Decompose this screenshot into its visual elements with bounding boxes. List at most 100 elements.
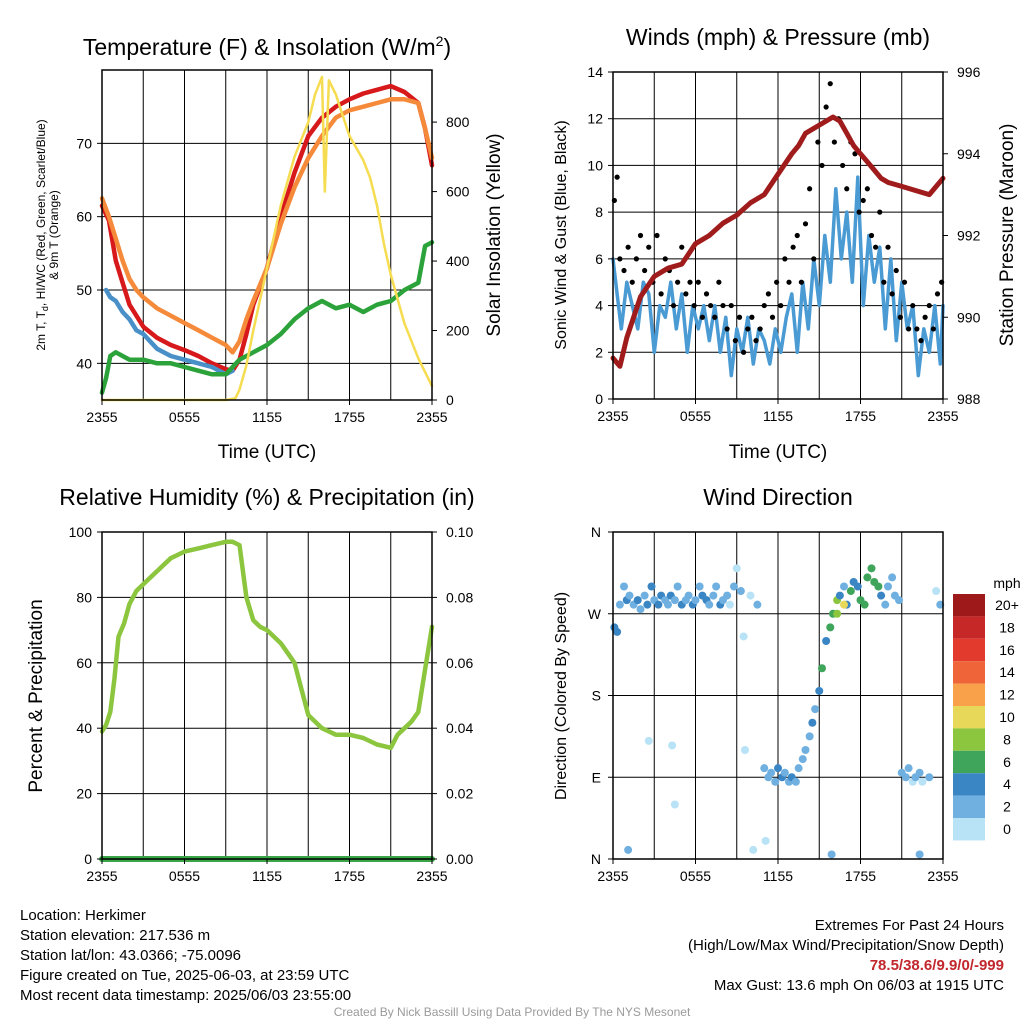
winds-y-ticks: 0 2 4 6 8 10 12 14 (587, 64, 613, 407)
y2-tick-label: 988 (957, 391, 981, 407)
x-tick-label: 2355 (416, 868, 447, 884)
direction-point (624, 845, 633, 854)
station-pressure-line (610, 114, 946, 369)
direction-point (767, 768, 776, 777)
gust-point (827, 81, 833, 87)
temperature-series (99, 75, 435, 402)
gust-point (712, 314, 718, 320)
direction-point (915, 768, 924, 777)
x-tick-label: 1755 (334, 868, 365, 884)
gust-point (823, 104, 829, 110)
direction-point (881, 600, 890, 609)
gust-point (893, 267, 899, 274)
humidity-y-ticks: 0 20 40 60 80 100 (69, 524, 102, 867)
humidity-x-ticks: 2355 0555 1155 1755 2355 (86, 859, 448, 884)
colorbar-label: 8 (1003, 731, 1011, 747)
temperature-ylabel-rest: , HI/WC (Red, Green, Scarlet/Blue) (34, 119, 48, 306)
y-tick-label: N (591, 851, 601, 867)
direction-point (668, 741, 677, 750)
x-tick-label: 2355 (927, 408, 958, 424)
y-tick-label: 14 (587, 64, 603, 80)
direction-point (725, 600, 734, 609)
direction-point (791, 777, 800, 786)
gust-point (699, 314, 705, 320)
gust-point (782, 256, 788, 262)
gust-point (633, 256, 639, 262)
figure-created: Figure created on Tue, 2025-06-03, at 23… (20, 967, 350, 984)
gust-point (658, 291, 664, 297)
gust-point (646, 244, 652, 250)
direction-point (860, 600, 869, 609)
y2-tick-label: 994 (957, 146, 981, 162)
gust-point (868, 232, 875, 239)
colorbar-label: 16 (999, 642, 1015, 658)
gust-point (679, 244, 685, 250)
direction-point (723, 591, 732, 600)
direction-point (705, 600, 714, 609)
x-tick-label: 2355 (927, 868, 958, 884)
gust-point (877, 209, 883, 215)
gust-point (930, 326, 936, 332)
y-tick-label: W (588, 606, 602, 622)
dewpoint-line (103, 287, 235, 377)
y-tick-label: N (591, 524, 601, 540)
gust-point (654, 232, 660, 239)
direction-point (709, 591, 718, 600)
direction-point (818, 664, 826, 673)
station-info: Location: Herkimer Station elevation: 21… (20, 906, 351, 1006)
temperature-ylabel-start: 2m T, T (34, 310, 48, 350)
direction-point (640, 591, 649, 600)
winds-xlabel: Time (UTC) (729, 442, 828, 463)
x-tick-label: 2355 (597, 408, 628, 424)
gust-point (778, 302, 784, 309)
y2-tick-label: 0.04 (446, 720, 473, 736)
direction-point (670, 596, 679, 605)
direction-point (794, 764, 803, 773)
gust-point (621, 267, 627, 274)
humidity-y2-ticks: 0.00 0.02 0.04 0.06 0.08 0.10 (432, 524, 473, 867)
x-tick-label: 2355 (86, 409, 117, 425)
colorbar-label: 12 (999, 687, 1015, 703)
direction-point (826, 623, 835, 632)
gust-point (769, 314, 776, 320)
gust-point (819, 162, 825, 169)
winds-series (610, 81, 946, 378)
winds-ylabel: Sonic Wind & Gust (Blue, Black) (553, 120, 570, 349)
direction-point (636, 605, 645, 614)
x-tick-label: 1155 (252, 868, 282, 884)
y2-tick-label: 200 (446, 323, 470, 339)
gust-point (873, 244, 879, 250)
y2-tick-label: 0 (446, 392, 454, 408)
direction-point (739, 632, 748, 641)
winds-x-ticks: 2355 0555 1155 1755 2355 (597, 399, 959, 424)
direction-point (780, 768, 789, 777)
direction-point (771, 777, 780, 786)
direction-point (915, 850, 924, 859)
y-tick-label: E (592, 769, 601, 785)
direction-point (761, 836, 770, 845)
gust-point (807, 186, 813, 192)
gust-point (703, 291, 710, 297)
gust-point (794, 232, 800, 239)
x-tick-label: 1155 (763, 868, 793, 884)
heat-index-line (99, 240, 435, 395)
gust-point (881, 279, 887, 285)
gust-point (617, 256, 623, 262)
credit-line: Created By Nick Bassill Using Data Provi… (333, 1005, 691, 1019)
y2-tick-label: 0.08 (446, 589, 473, 605)
temperature-title-end: ) (443, 34, 451, 60)
direction-point (633, 596, 642, 605)
direction-point (874, 582, 883, 591)
gust-point (860, 197, 866, 204)
y-tick-label: S (592, 688, 601, 704)
y2-tick-label: 0.06 (446, 655, 473, 671)
gust-point (906, 326, 912, 332)
sonic-wind-line (611, 175, 945, 378)
direction-point (811, 705, 820, 714)
y2-tick-label: 0.02 (446, 786, 473, 802)
x-tick-label: 1155 (763, 408, 793, 424)
direction-point (673, 582, 682, 591)
y-tick-label: 20 (76, 786, 92, 802)
gust-point (811, 256, 817, 262)
